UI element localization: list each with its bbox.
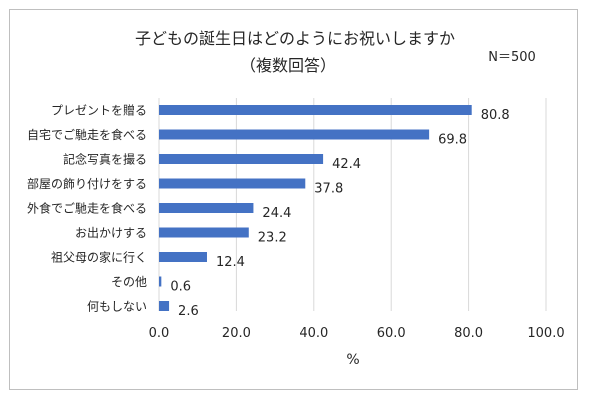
data-label: 42.4 <box>332 157 361 172</box>
data-label: 80.8 <box>481 108 510 123</box>
x-tick-label: 60.0 <box>377 326 406 341</box>
x-axis-label: % <box>346 352 359 368</box>
data-label: 69.8 <box>438 133 467 148</box>
category-label: 記念写真を撮る <box>63 152 147 167</box>
category-labels: プレゼントを贈る自宅でご馳走を食べる記念写真を撮る部屋の飾り付けをする外食でご馳… <box>27 103 147 314</box>
bars <box>159 105 472 311</box>
chart-subtitle: （複数回答） <box>240 56 336 75</box>
x-tick-label: 80.0 <box>454 326 483 341</box>
x-tick-label: 20.0 <box>222 326 251 341</box>
category-label: 部屋の飾り付けをする <box>27 176 147 191</box>
chart-frame <box>9 9 578 390</box>
bar <box>159 129 430 140</box>
category-label: 外食でご馳走を食べる <box>27 201 147 216</box>
bar <box>159 178 306 189</box>
bar <box>159 276 162 287</box>
value-labels: 80.8 69.8 42.4 37.8 24.4 23.2 12.4 0.6 2.6 <box>170 108 509 319</box>
bar <box>159 227 249 238</box>
data-label: 23.2 <box>258 231 287 246</box>
sample-size-label: N＝500 <box>488 50 536 65</box>
chart-title: 子どもの誕生日はどのようにお祝いしますか <box>135 29 455 48</box>
category-label: 祖父母の家に行く <box>51 250 147 265</box>
data-label: 12.4 <box>216 255 245 270</box>
bar <box>159 105 472 115</box>
category-label: 自宅でご馳走を食べる <box>27 127 147 142</box>
bar <box>159 252 207 262</box>
category-label: 何もしない <box>87 300 147 314</box>
bar <box>159 203 254 213</box>
x-tick-label: 0.0 <box>149 326 170 341</box>
category-label: プレゼントを贈る <box>51 103 147 118</box>
x-tick-label: 40.0 <box>299 326 328 341</box>
category-label: お出かけする <box>75 226 147 240</box>
x-tick-label: 100.0 <box>527 326 564 341</box>
category-label: その他 <box>111 275 147 289</box>
bar <box>159 154 324 164</box>
data-label: 24.4 <box>262 206 291 221</box>
data-label: 37.8 <box>314 182 343 197</box>
x-tick-labels: 0.0 20.0 40.0 60.0 80.0 100.0 <box>149 326 565 341</box>
data-label: 2.6 <box>178 304 199 319</box>
bar <box>159 301 170 311</box>
data-label: 0.6 <box>170 280 191 295</box>
